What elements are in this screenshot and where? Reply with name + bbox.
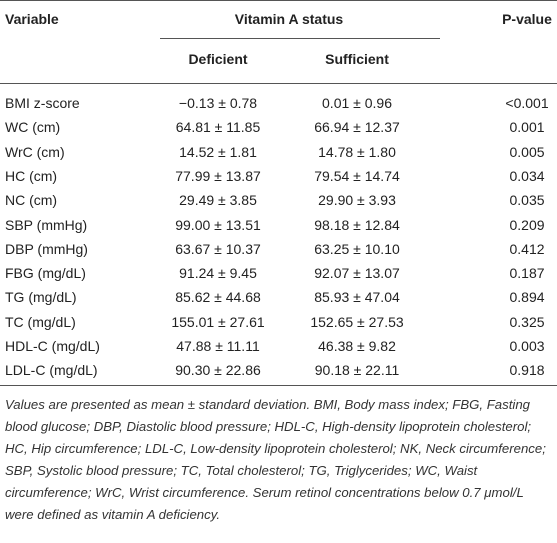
table-cell: FBG (mg/dL) (5, 265, 86, 282)
table-cell: 90.30 ± 22.86 (175, 362, 261, 379)
table-cell: 85.93 ± 47.04 (314, 289, 400, 306)
table-cell: 14.78 ± 1.80 (318, 143, 396, 160)
table-cell: 152.65 ± 27.53 (310, 313, 404, 330)
header-cell: Variable (5, 11, 59, 27)
table-cell: 66.94 ± 12.37 (314, 119, 400, 136)
header-cell: Sufficient (325, 51, 389, 67)
table-cell: TC (mg/dL) (5, 313, 76, 330)
table-cell: 0.412 (509, 240, 545, 257)
table-cell: 0.035 (509, 192, 545, 209)
table-cell: BMI z-score (5, 95, 80, 111)
table-cell: 29.90 ± 3.93 (318, 192, 396, 209)
table-cell: 99.00 ± 13.51 (175, 216, 261, 233)
header-cell: Vitamin A status (234, 11, 344, 27)
table-cell: 0.209 (509, 216, 545, 233)
table-cell: 0.005 (509, 143, 545, 160)
rule (160, 38, 440, 39)
table-cell: 0.325 (509, 313, 545, 330)
header-cell: Deficient (188, 51, 248, 67)
table-cell: 0.034 (509, 167, 545, 184)
table-cell: <0.001 (505, 95, 549, 111)
table-cell: 90.18 ± 22.11 (314, 362, 400, 379)
footnote: Values are presented as mean ± standard … (5, 397, 546, 522)
table-cell: 79.54 ± 14.74 (314, 167, 400, 184)
table-cell: 91.24 ± 9.45 (179, 265, 257, 282)
rule (0, 0, 557, 1)
table-cell: 0.894 (509, 289, 545, 306)
table-cell: 63.67 ± 10.37 (175, 240, 261, 257)
table-cell: 0.187 (509, 265, 545, 282)
table-cell: 64.81 ± 11.85 (175, 119, 261, 136)
header-cell: P-value (502, 11, 552, 27)
table-cell: SBP (mmHg) (5, 216, 88, 233)
rule (0, 83, 557, 84)
table-cell: 0.01 ± 0.96 (322, 95, 392, 111)
rule (0, 385, 557, 386)
table-cell: WC (cm) (5, 119, 61, 136)
table-cell: 47.88 ± 11.11 (176, 338, 260, 354)
table-cell: HC (cm) (5, 167, 58, 184)
table-cell: 29.49 ± 3.85 (179, 192, 257, 209)
table-cell: 155.01 ± 27.61 (171, 313, 265, 330)
table-cell: WrC (cm) (5, 143, 65, 160)
table-cell: 0.918 (509, 362, 545, 379)
table-cell: 98.18 ± 12.84 (314, 216, 400, 233)
table-cell: 0.001 (509, 119, 545, 136)
table-cell: DBP (mmHg) (5, 240, 88, 257)
table-cell: TG (mg/dL) (5, 289, 77, 306)
table-cell: 63.25 ± 10.10 (314, 240, 400, 257)
table-cell: −0.13 ± 0.78 (178, 95, 258, 111)
table-cell: 85.62 ± 44.68 (175, 289, 261, 306)
table-cell: LDL-C (mg/dL) (5, 362, 98, 379)
table-cell: 14.52 ± 1.81 (179, 143, 257, 160)
table-cell: HDL-C (mg/dL) (5, 338, 100, 354)
table-cell: 77.99 ± 13.87 (175, 167, 261, 184)
table-cell: NC (cm) (5, 192, 58, 209)
table-cell: 92.07 ± 13.07 (314, 265, 400, 282)
table-cell: 46.38 ± 9.82 (318, 338, 396, 354)
table-cell: 0.003 (509, 338, 545, 354)
